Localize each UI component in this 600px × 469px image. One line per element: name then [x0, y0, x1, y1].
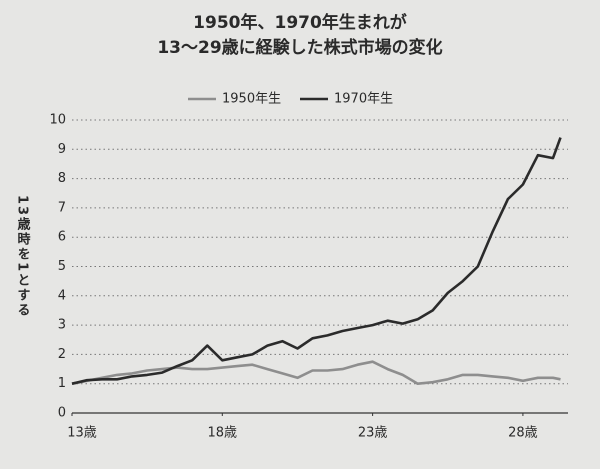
chart-subtitle: 13～29歳に経験した株式市場の変化: [157, 37, 442, 58]
y-tick-label: 6: [58, 230, 66, 245]
y-tick-label: 5: [58, 259, 66, 274]
x-tick-label: 28歳: [508, 426, 538, 441]
y-tick-label: 10: [49, 113, 66, 128]
y-tick-label: 4: [58, 288, 66, 303]
y-tick-label: 3: [58, 318, 66, 333]
legend-label: 1950年生: [222, 92, 281, 107]
chart-title: 1950年、1970年生まれが: [193, 12, 407, 33]
legend-label: 1970年生: [334, 92, 393, 107]
x-tick-label: 18歳: [208, 426, 238, 441]
y-tick-label: 0: [58, 406, 66, 421]
y-tick-label: 9: [58, 142, 66, 157]
x-tick-label: 23歳: [358, 426, 388, 441]
x-tick-label: 13歳: [67, 426, 97, 441]
y-tick-label: 7: [58, 200, 66, 215]
y-axis-label: 13歳時を1とする: [15, 195, 31, 318]
y-tick-label: 2: [58, 347, 66, 362]
y-tick-label: 1: [58, 376, 66, 391]
y-tick-label: 8: [58, 171, 66, 186]
data-line: [71, 360, 561, 385]
data-line: [71, 137, 562, 385]
